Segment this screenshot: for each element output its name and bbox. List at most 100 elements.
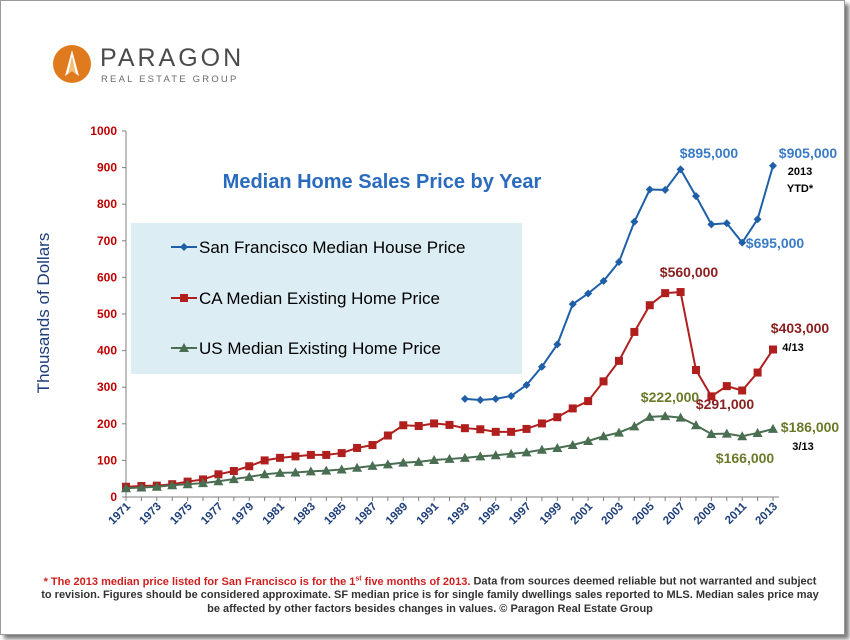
series-2-point bbox=[167, 480, 178, 490]
series-0-point bbox=[676, 165, 685, 174]
series-1-point bbox=[260, 456, 269, 465]
x-tick-label: 1987 bbox=[353, 501, 380, 528]
series-1-point bbox=[522, 424, 531, 433]
chart-title: Median Home Sales Price by Year bbox=[223, 171, 542, 193]
series-0-point bbox=[491, 394, 500, 403]
series-0-point bbox=[691, 192, 700, 201]
series-1-point bbox=[614, 356, 623, 365]
series-0-point bbox=[522, 381, 531, 390]
y-axis-label: Thousands of Dollars bbox=[34, 233, 53, 394]
y-tick-label: 900 bbox=[97, 161, 117, 175]
annotation-label: YTD* bbox=[787, 183, 814, 195]
series-2-point bbox=[721, 428, 732, 438]
x-tick-label: 2003 bbox=[599, 501, 626, 528]
x-tick-label: 1997 bbox=[507, 501, 534, 528]
series-1-point bbox=[276, 453, 285, 462]
series-2-point bbox=[429, 455, 440, 465]
series-1-point bbox=[229, 467, 238, 476]
series-1-point bbox=[460, 424, 469, 433]
series-1-point bbox=[645, 301, 654, 310]
footnote-red-text-2: five months of 2013. bbox=[361, 575, 471, 588]
y-tick-label: 100 bbox=[97, 453, 117, 467]
y-tick-label: 700 bbox=[97, 234, 117, 248]
annotation-label: $403,000 bbox=[771, 320, 830, 336]
x-tick-label: 2007 bbox=[661, 501, 688, 528]
legend-label-2: US Median Existing Home Price bbox=[199, 339, 441, 358]
footnote-red-text: * The 2013 median price listed for San F… bbox=[43, 575, 356, 588]
series-0-point bbox=[645, 185, 654, 194]
series-0-point bbox=[707, 220, 716, 229]
series-2-point bbox=[182, 479, 193, 489]
series-2-point bbox=[336, 464, 347, 474]
series-2-point bbox=[675, 412, 686, 422]
series-1-point bbox=[599, 377, 608, 386]
series-2-point bbox=[259, 469, 270, 479]
series-1-point bbox=[306, 450, 315, 459]
annotation-label: 3/13 bbox=[792, 441, 813, 453]
annotation-label: $166,000 bbox=[716, 450, 775, 466]
y-tick-label: 600 bbox=[97, 270, 117, 284]
series-2-point bbox=[367, 460, 378, 470]
series-2-point bbox=[629, 421, 640, 431]
legend-label-0: San Francisco Median House Price bbox=[199, 238, 465, 257]
annotation-label: $560,000 bbox=[660, 264, 719, 280]
series-1-point bbox=[661, 289, 670, 298]
series-2-point bbox=[768, 423, 778, 433]
x-tick-label: 1975 bbox=[168, 500, 195, 527]
y-tick-label: 200 bbox=[97, 417, 117, 431]
series-2-point bbox=[444, 453, 455, 463]
series-1-point bbox=[630, 327, 639, 336]
series-0-point bbox=[460, 394, 469, 403]
series-1-point bbox=[491, 427, 500, 436]
footnote: * The 2013 median price listed for San F… bbox=[40, 572, 820, 616]
y-tick-label: 800 bbox=[97, 197, 117, 211]
series-2-point bbox=[506, 448, 517, 458]
series-2-point bbox=[567, 440, 578, 450]
series-1-point bbox=[322, 450, 331, 459]
series-2-point bbox=[244, 471, 255, 481]
legend-swatch-marker-0 bbox=[180, 243, 188, 251]
series-2-point bbox=[552, 442, 563, 452]
x-tick-label: 2009 bbox=[692, 501, 719, 528]
x-tick-label: 1999 bbox=[538, 501, 565, 528]
y-tick-label: 500 bbox=[97, 307, 117, 321]
series-2-point bbox=[660, 411, 671, 421]
series-2-point bbox=[598, 431, 609, 441]
series-2-point bbox=[121, 483, 131, 493]
series-2-point bbox=[521, 447, 532, 457]
series-2-point bbox=[752, 427, 763, 437]
series-1-point bbox=[445, 420, 454, 429]
logo-subtitle: REAL ESTATE GROUP bbox=[101, 74, 239, 85]
paragon-logo: PARAGON REAL ESTATE GROUP bbox=[52, 44, 252, 90]
series-1-point bbox=[753, 368, 762, 377]
x-tick-label: 2001 bbox=[569, 500, 596, 527]
series-1-point bbox=[383, 431, 392, 440]
series-2-point bbox=[706, 429, 717, 439]
annotation-label: $222,000 bbox=[641, 389, 700, 405]
y-tick-label: 0 bbox=[110, 490, 117, 504]
x-tick-label: 1989 bbox=[384, 501, 411, 528]
x-tick-label: 1979 bbox=[230, 501, 257, 528]
series-1-point bbox=[245, 462, 254, 471]
x-tick-label: 1995 bbox=[476, 500, 503, 527]
series-1-point bbox=[707, 392, 716, 401]
annotation-label: 2013 bbox=[788, 166, 812, 178]
x-tick-label: 1983 bbox=[291, 501, 318, 528]
series-1-point bbox=[291, 452, 300, 461]
x-tick-label: 1985 bbox=[322, 500, 349, 527]
series-2-point bbox=[290, 467, 301, 477]
x-tick-label: 1971 bbox=[107, 500, 134, 527]
series-2-point bbox=[536, 444, 547, 454]
series-2-point bbox=[737, 431, 748, 441]
series-0-point bbox=[584, 289, 593, 298]
series-2-point bbox=[475, 451, 486, 461]
legend-swatch-marker-2 bbox=[179, 343, 189, 352]
series-2-point bbox=[198, 478, 209, 488]
series-0-point bbox=[507, 391, 516, 400]
series-2-point bbox=[305, 466, 316, 476]
annotation-label: $895,000 bbox=[680, 145, 739, 161]
series-1-point bbox=[476, 425, 485, 434]
series-0-point bbox=[738, 238, 747, 247]
series-0-point bbox=[630, 217, 639, 226]
